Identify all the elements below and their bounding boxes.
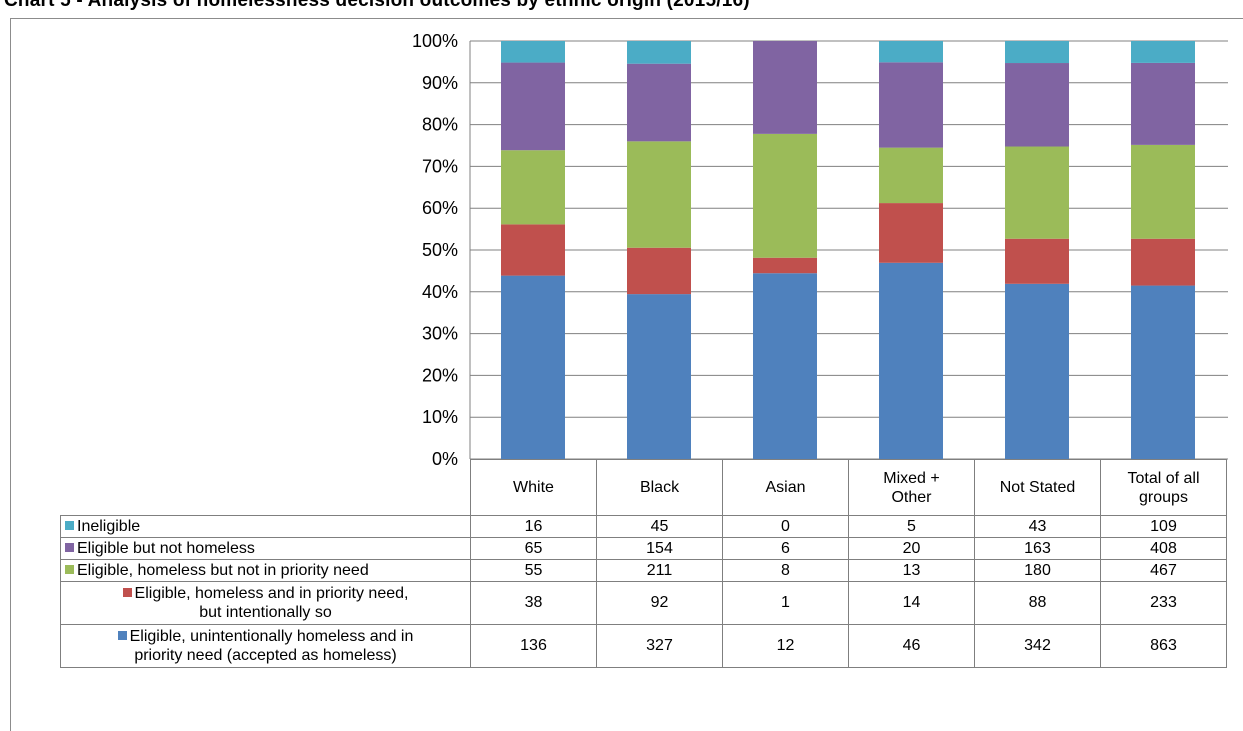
- bar-segment: [627, 41, 691, 64]
- category-header: Not Stated: [974, 459, 1101, 516]
- table-cell: 180: [974, 559, 1101, 582]
- gridlines: [469, 40, 1228, 460]
- table-cell: 13: [848, 559, 975, 582]
- table-cell: 6: [722, 537, 849, 560]
- legend-swatch: [122, 588, 132, 597]
- table-cell: 55: [470, 559, 597, 582]
- category-header: Total of all groups: [1100, 459, 1227, 516]
- bar-segment: [753, 133, 817, 258]
- bar-segment: [501, 275, 565, 459]
- bar-segment: [501, 62, 565, 151]
- legend-swatch: [65, 565, 74, 574]
- category-header: Black: [596, 459, 723, 516]
- category-header: Mixed + Other: [848, 459, 975, 516]
- bar-segment: [1131, 144, 1195, 239]
- bar-segment: [879, 262, 943, 459]
- table-cell: 1: [722, 581, 849, 625]
- bar-segment: [1005, 63, 1069, 147]
- table-cell: 20: [848, 537, 975, 560]
- table-cell: 0: [722, 515, 849, 538]
- table-header-row: White Black Asian Mixed + Other Not Stated Tot…: [60, 459, 1227, 516]
- legend-entry: Ineligible: [60, 515, 471, 538]
- bar-segment: [1131, 62, 1195, 145]
- legend-entry: Eligible, homeless and in priority need,…: [60, 581, 471, 625]
- legend-entry: Eligible, homeless but not in priority n…: [60, 559, 471, 582]
- y-tick-label: 30%: [422, 324, 458, 344]
- bar-segment: [1131, 285, 1195, 459]
- bar-segment: [753, 41, 817, 134]
- y-axis-ticks: 0%10%20%30%40%50%60%70%80%90%100%: [412, 31, 458, 469]
- table-corner: [60, 459, 471, 516]
- table-cell: 65: [470, 537, 597, 560]
- table-cell: 163: [974, 537, 1101, 560]
- bar-segment: [879, 62, 943, 148]
- bar-segment: [1131, 41, 1195, 63]
- bars: [501, 41, 1195, 459]
- y-tick-label: 60%: [422, 198, 458, 218]
- table-cell: 38: [470, 581, 597, 625]
- y-tick-label: 90%: [422, 73, 458, 93]
- table-cell: 88: [974, 581, 1101, 625]
- bar-segment: [501, 224, 565, 276]
- bar-segment: [753, 257, 817, 274]
- bar-segment: [627, 294, 691, 459]
- bar-segment: [501, 41, 565, 63]
- bar-segment: [627, 247, 691, 295]
- bar-segment: [627, 141, 691, 248]
- table-cell: 109: [1100, 515, 1227, 538]
- y-tick-label: 70%: [422, 156, 458, 176]
- table-cell: 154: [596, 537, 723, 560]
- y-tick-label: 80%: [422, 115, 458, 135]
- y-tick-label: 100%: [412, 31, 458, 51]
- bar-segment: [879, 147, 943, 204]
- bar-segment: [1005, 146, 1069, 239]
- legend-entry: Eligible, unintentionally homeless and i…: [60, 624, 471, 668]
- table-row: Eligible, homeless and in priority need,…: [60, 581, 1227, 625]
- bar-segment: [879, 203, 943, 263]
- legend-swatch: [65, 521, 74, 530]
- bar-segment: [1131, 238, 1195, 286]
- table-cell: 43: [974, 515, 1101, 538]
- table-cell: 16: [470, 515, 597, 538]
- legend-swatch: [65, 543, 74, 552]
- table-cell: 92: [596, 581, 723, 625]
- category-header: Asian: [722, 459, 849, 516]
- table-row: Eligible but not homeless 65 154 6 20 163 408: [60, 537, 1227, 560]
- table-cell: 408: [1100, 537, 1227, 560]
- y-tick-label: 20%: [422, 365, 458, 385]
- bar-segment: [1005, 238, 1069, 284]
- table-cell: 12: [722, 624, 849, 668]
- table-cell: 8: [722, 559, 849, 582]
- table-cell: 233: [1100, 581, 1227, 625]
- table-cell: 14: [848, 581, 975, 625]
- y-tick-label: 10%: [422, 407, 458, 427]
- bar-segment: [753, 273, 817, 459]
- table-cell: 45: [596, 515, 723, 538]
- chart-frame: [10, 18, 1243, 731]
- bar-segment: [501, 150, 565, 225]
- data-table: White Black Asian Mixed + Other Not Stated Tot…: [60, 459, 1227, 668]
- table-cell: 863: [1100, 624, 1227, 668]
- y-tick-label: 50%: [422, 240, 458, 260]
- y-tick-label: 40%: [422, 282, 458, 302]
- chart-title: Chart 5 - Analysis of homelessness decis…: [4, 0, 750, 11]
- category-header: White: [470, 459, 597, 516]
- bar-segment: [627, 63, 691, 142]
- table-cell: 342: [974, 624, 1101, 668]
- legend-swatch: [117, 631, 127, 640]
- table-cell: 467: [1100, 559, 1227, 582]
- bar-segment: [879, 41, 943, 63]
- table-cell: 5: [848, 515, 975, 538]
- bar-segment: [1005, 283, 1069, 459]
- table-cell: 46: [848, 624, 975, 668]
- table-row: Eligible, unintentionally homeless and i…: [60, 624, 1227, 668]
- table-cell: 211: [596, 559, 723, 582]
- table-row: Eligible, homeless but not in priority n…: [60, 559, 1227, 582]
- table-row: Ineligible 16 45 0 5 43 109: [60, 515, 1227, 538]
- table-cell: 327: [596, 624, 723, 668]
- table-cell: 136: [470, 624, 597, 668]
- bar-segment: [1005, 41, 1069, 64]
- legend-entry: Eligible but not homeless: [60, 537, 471, 560]
